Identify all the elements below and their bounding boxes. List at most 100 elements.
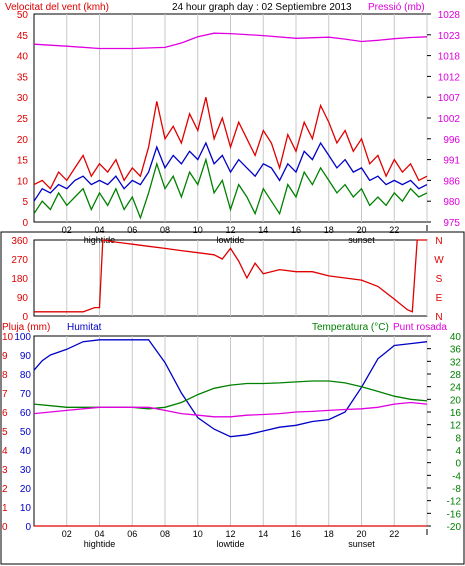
wind-y-tick-label: 20 [17, 135, 29, 146]
x-tick-label: 22 [389, 225, 399, 235]
x-tick-label: 20 [356, 529, 366, 539]
temp-y-tick-label: 8 [455, 433, 461, 444]
wind-y-tick-label: 5 [22, 197, 28, 208]
direction-y-tick-label: 360 [11, 236, 28, 247]
x-tick-label: 06 [127, 225, 137, 235]
pressure-y-tick-label: 1018 [438, 52, 461, 63]
wind-y-tick-label: 30 [17, 93, 29, 104]
humidity-y-tick-label: 50 [20, 427, 32, 438]
x-tick-label: 08 [160, 225, 170, 235]
humidity-y-tick-label: 80 [20, 370, 32, 381]
x-tick-label: 18 [324, 225, 334, 235]
humidity-y-tick-label: 40 [20, 446, 32, 457]
wind-speed-title: Velocitat del vent (kmh) [5, 2, 109, 13]
x-marker-label: sunset [348, 235, 375, 245]
rain-y-tick-label: 4 [2, 446, 8, 457]
temp-y-tick-label: 20 [450, 395, 462, 406]
temp-y-tick-label: 0 [455, 459, 461, 470]
x-marker-label: lowtide [216, 539, 244, 549]
x-tick-label: 18 [324, 529, 334, 539]
humidity-y-tick-label: 0 [25, 522, 31, 533]
temp-y-tick-label: -16 [447, 509, 462, 520]
x-tick-label: 12 [225, 529, 235, 539]
rain-label: Pluja (mm) [2, 322, 50, 333]
wind-y-tick-label: 0 [22, 218, 28, 229]
pressure-y-tick-label: 986 [443, 176, 460, 187]
dew-point-line [33, 401, 428, 418]
pressure-y-tick-label: 996 [443, 135, 460, 146]
x-tick-label: 10 [193, 529, 203, 539]
temp-y-tick-label: -8 [452, 484, 461, 495]
x-tick-label: 02 [62, 225, 72, 235]
humidity-y-tick-label: 90 [20, 351, 32, 362]
temp-y-tick-label: 16 [450, 408, 462, 419]
humidity-y-tick-label: 20 [20, 484, 32, 495]
pressure-y-tick-label: 1012 [438, 72, 461, 83]
rain-y-tick-label: 9 [2, 351, 8, 362]
wind-average-line [33, 141, 428, 202]
temp-y-tick-label: 12 [450, 421, 462, 432]
x-tick-label: 14 [258, 225, 268, 235]
humidity-y-tick-label: 100 [14, 332, 31, 343]
temp-y-tick-label: -12 [447, 497, 462, 508]
rain-y-tick-label: 3 [2, 465, 8, 476]
lower-border [0, 231, 465, 565]
wind-y-tick-label: 35 [17, 72, 29, 83]
x-tick-label: 20 [356, 225, 366, 235]
x-tick-label: 10 [193, 225, 203, 235]
x-marker-label: lowtide [216, 235, 244, 245]
x-tick-label: 16 [291, 529, 301, 539]
pressure-y-tick-label: 1007 [438, 93, 461, 104]
x-tick-label: 22 [389, 529, 399, 539]
wind-y-tick-label: 40 [17, 52, 29, 63]
direction-y-tick-label: 180 [11, 274, 28, 285]
pressure-line [33, 32, 428, 50]
rain-y-tick-label: 1 [2, 503, 8, 514]
x-tick-label: 14 [258, 529, 268, 539]
x-tick-label: 08 [160, 529, 170, 539]
pressure-y-tick-label: 975 [443, 218, 460, 229]
pressure-y-tick-label: 1002 [438, 114, 461, 125]
temp-y-tick-label: 28 [450, 370, 462, 381]
wind-y-tick-label: 45 [17, 31, 29, 42]
x-tick-label: 02 [62, 529, 72, 539]
x-marker-label: hightide [84, 235, 116, 245]
rain-y-tick-label: 8 [2, 370, 8, 381]
wind-y-tick-label: 10 [17, 176, 29, 187]
temperature-label: Temperatura (°C) [312, 322, 389, 333]
compass-tick-label: S [436, 274, 443, 285]
rain-y-tick-label: 2 [2, 484, 8, 495]
rain-y-tick-label: 0 [2, 522, 8, 533]
pressure-y-tick-label: 1028 [438, 10, 461, 21]
pressure-y-tick-label: 991 [443, 156, 460, 167]
wind-y-tick-label: 50 [17, 10, 29, 21]
rain-y-tick-label: 5 [2, 427, 8, 438]
humidity-y-tick-label: 70 [20, 389, 32, 400]
temp-y-tick-label: 32 [450, 357, 462, 368]
x-marker-label: sunset [348, 539, 375, 549]
wind-y-tick-label: 25 [17, 114, 29, 125]
wind-direction-line [34, 239, 427, 313]
pressure-y-tick-label: 980 [443, 197, 460, 208]
pressure-y-tick-label: 1023 [438, 31, 461, 42]
temp-y-tick-label: 24 [450, 383, 462, 394]
direction-y-tick-label: 0 [22, 312, 28, 323]
humidity-y-tick-label: 10 [20, 503, 32, 514]
temp-y-tick-label: -4 [452, 471, 461, 482]
humidity-label: Humitat [67, 322, 102, 333]
compass-tick-label: N [435, 312, 442, 323]
direction-y-tick-label: 270 [11, 255, 28, 266]
humidity-y-tick-label: 60 [20, 408, 32, 419]
pressure-title: Pressió (mb) [368, 2, 425, 13]
temp-y-tick-label: 36 [450, 345, 462, 356]
rain-y-tick-label: 10 [2, 332, 14, 343]
rain-y-tick-label: 6 [2, 408, 8, 419]
wind-low-line [33, 157, 428, 220]
compass-tick-label: W [434, 255, 444, 266]
humidity-y-tick-label: 30 [20, 465, 32, 476]
compass-tick-label: E [436, 293, 443, 304]
dew-point-label: Punt rosada [393, 322, 447, 333]
x-tick-label: 04 [94, 225, 104, 235]
wind-y-tick-label: 15 [17, 156, 29, 167]
